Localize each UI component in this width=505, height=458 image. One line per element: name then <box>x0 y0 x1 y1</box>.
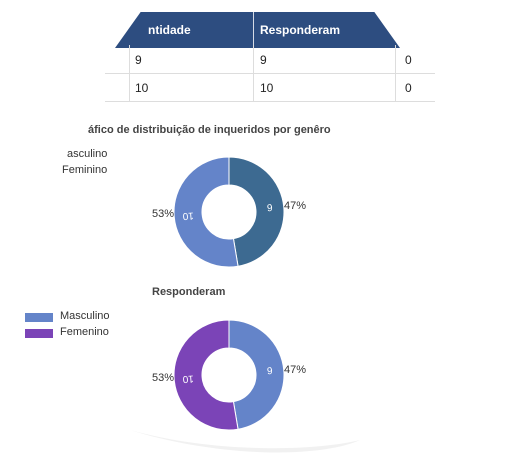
chart1-slice-feminino <box>173 156 239 268</box>
table-header: ntidade Responderam <box>115 12 400 48</box>
table-cell: 9 <box>260 53 267 67</box>
cell-divider <box>253 73 254 101</box>
chart1-pct-feminino: 53% <box>152 208 175 220</box>
chart1-legend-feminino: Feminino <box>62 164 108 176</box>
chart2-donut: 9 10 <box>173 319 285 431</box>
chart2-slice-masculino <box>228 319 285 430</box>
cell-divider <box>129 73 130 101</box>
table-cell: 10 <box>135 81 149 95</box>
chart2-value-label-masculino: 9 <box>267 366 274 377</box>
chart2-value-label-femenino: 10 <box>182 372 194 384</box>
chart1-slice-masculino <box>228 156 285 267</box>
cell-divider <box>129 45 130 73</box>
table-row: 9 9 0 <box>105 45 435 74</box>
chart2-slice-femenino <box>173 319 239 431</box>
chart2-legend-swatch-femenino <box>25 329 53 338</box>
table-row: 10 10 0 <box>105 73 435 102</box>
cell-divider <box>395 73 396 101</box>
chart2-title: Responderam <box>152 286 226 298</box>
cell-divider <box>395 45 396 73</box>
chart2-legend-swatch-masculino <box>25 313 53 322</box>
chart2-legend-femenino: Femenino <box>60 326 109 338</box>
chart1-title: áfico de distribuição de inqueridos por … <box>88 124 331 136</box>
chart2-pct-masculino: 47% <box>284 364 307 376</box>
chart2-pct-femenino: 53% <box>152 372 175 384</box>
chart1-legend-masculino: asculino <box>67 148 108 160</box>
header-col-quantidade: ntidade <box>148 23 191 37</box>
table-cell: 9 <box>135 53 142 67</box>
header-col-responderam: Responderam <box>260 23 341 37</box>
chart1-donut: 9 10 <box>173 156 285 268</box>
cell-divider <box>253 45 254 73</box>
chart2-legend-masculino: Masculino <box>60 310 110 322</box>
table-cell: 0 <box>405 53 412 67</box>
chart1-value-label-feminino: 10 <box>182 209 194 221</box>
header-separator <box>253 12 254 48</box>
table-cell: 0 <box>405 81 412 95</box>
chart1-pct-masculino: 47% <box>284 200 307 212</box>
chart1-value-label-masculino: 9 <box>267 203 274 214</box>
table-cell: 10 <box>260 81 274 95</box>
